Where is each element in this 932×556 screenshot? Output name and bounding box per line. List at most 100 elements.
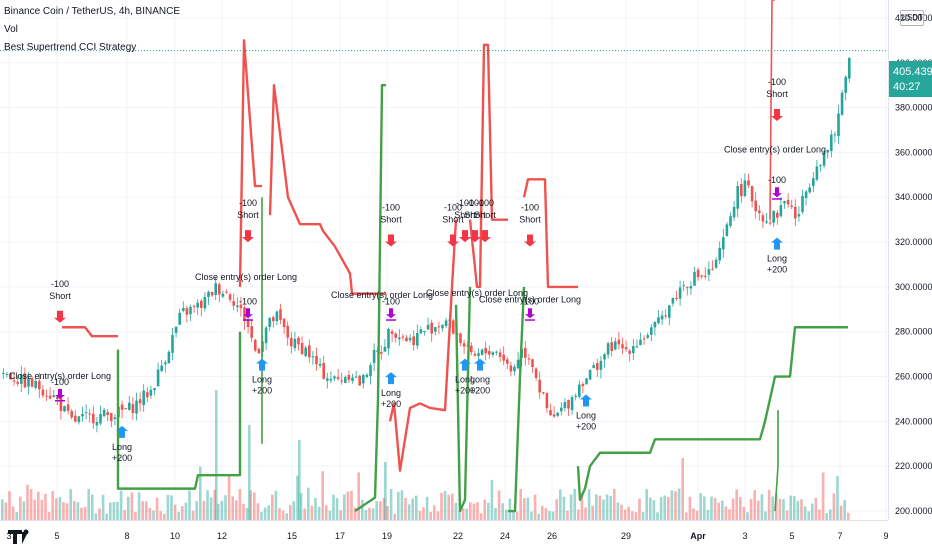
- candle-body: [560, 407, 563, 412]
- signal-label: Long: [576, 410, 596, 420]
- volume-bar: [512, 511, 515, 520]
- strategy-indicator-label[interactable]: Best Supertrend CCI Strategy: [4, 42, 137, 53]
- candle-body: [516, 359, 520, 369]
- signal-label: Short: [474, 210, 496, 220]
- short-arrow-icon: [469, 230, 481, 243]
- signal-qty-label: -100: [456, 198, 474, 208]
- signal-label: Short: [49, 291, 71, 301]
- volume-bar: [631, 511, 634, 520]
- candle-body: [585, 378, 588, 385]
- currency-badge[interactable]: USDT: [900, 10, 924, 26]
- candle-body: [581, 383, 585, 387]
- signal-label: Short: [766, 89, 788, 99]
- candle-body: [678, 287, 682, 299]
- tradingview-logo[interactable]: [6, 524, 64, 546]
- volume-bar: [130, 492, 134, 520]
- candle-body: [196, 302, 199, 308]
- candle-body: [686, 287, 689, 289]
- close-arrow-icon: [386, 308, 396, 319]
- x-tick-label: 3: [742, 531, 747, 541]
- volume-bar: [249, 490, 252, 520]
- volume-bar: [519, 488, 522, 520]
- candle-body: [243, 307, 246, 321]
- signal-qty-label: -100: [444, 203, 462, 213]
- volume-bar: [814, 497, 818, 520]
- volume-bar: [123, 509, 126, 520]
- volume-bar: [523, 498, 526, 520]
- candle-body: [131, 404, 135, 414]
- volume-bar: [436, 511, 440, 520]
- y-tick-label: 300.0000: [895, 282, 932, 292]
- volume-bar: [69, 489, 72, 520]
- candle-body: [509, 365, 513, 372]
- volume-bar: [325, 505, 328, 520]
- close-arrow-icon: [243, 308, 253, 319]
- candle-body: [693, 272, 696, 286]
- volume-bar: [227, 475, 231, 520]
- candle-body: [830, 134, 833, 152]
- candle-body: [41, 389, 45, 396]
- x-tick-label: 24: [500, 531, 510, 541]
- volume-indicator-label[interactable]: Vol: [4, 24, 18, 35]
- y-tick-label: 420.0000: [895, 13, 932, 23]
- volume-bar: [76, 502, 80, 520]
- signal-qty-label: +200: [112, 453, 132, 463]
- volume-bar: [796, 500, 800, 520]
- candle-body: [740, 184, 743, 197]
- volume-bar: [703, 496, 706, 520]
- candle-body: [610, 342, 613, 352]
- supertrend-down-line: [62, 326, 118, 338]
- y-tick-label: 240.0000: [895, 416, 932, 426]
- signal-qty-label: -100: [768, 77, 786, 87]
- time-axis[interactable]: 3 5 8 10 12 15 17 19 22 24 26 29 Apr 3 5 7 9: [0, 520, 889, 551]
- candle-body: [92, 413, 95, 424]
- candle-body: [498, 352, 502, 357]
- supertrend-down-line: [268, 83, 385, 295]
- volume-bar: [184, 502, 188, 520]
- candle-body: [477, 353, 480, 357]
- candle-body: [322, 362, 325, 379]
- volume-bar: [656, 512, 659, 520]
- short-arrow-icon: [385, 234, 397, 247]
- candle-body: [146, 392, 149, 398]
- volume-bar: [296, 475, 299, 520]
- volume-bar: [425, 496, 429, 520]
- candle-body: [12, 380, 16, 382]
- volume-bar: [33, 499, 36, 520]
- volume-bar: [649, 497, 652, 520]
- candle-body: [275, 311, 279, 322]
- volume-bar: [638, 498, 641, 520]
- short-arrow-icon: [771, 109, 783, 122]
- volume-bar: [357, 472, 360, 520]
- volume-bar: [667, 496, 670, 520]
- symbol-title[interactable]: Binance Coin / TetherUS, 4h, BINANCE: [4, 6, 181, 17]
- candle-body: [578, 384, 581, 397]
- long-arrow-icon: [116, 425, 128, 438]
- candle-body: [840, 92, 844, 115]
- volume-bar: [134, 511, 137, 520]
- candle-body: [340, 380, 343, 382]
- candle-body: [207, 291, 210, 297]
- volume-bar: [127, 496, 130, 520]
- volume-bar: [753, 490, 756, 520]
- volume-bar: [472, 503, 476, 520]
- candle-body: [218, 284, 221, 295]
- volume-bar: [375, 501, 378, 520]
- volume-bar: [609, 496, 612, 520]
- x-tick-label: 19: [382, 531, 392, 541]
- volume-bar: [213, 489, 216, 520]
- y-tick-label: 220.0000: [895, 461, 932, 471]
- candle-body: [185, 308, 189, 315]
- candle-body: [300, 342, 304, 355]
- volume-bar: [677, 488, 681, 520]
- candle-body: [358, 375, 361, 386]
- volume-bar: [80, 507, 83, 520]
- volume-bar: [767, 489, 771, 520]
- price-chart[interactable]: -100Short-100Long+200-100Short-100Long+2…: [0, 0, 888, 520]
- candle-body: [718, 247, 721, 261]
- candle-body: [596, 363, 599, 370]
- candle-body: [254, 339, 257, 351]
- candle-body: [707, 269, 711, 275]
- candle-body: [621, 344, 624, 349]
- candle-body: [603, 354, 606, 360]
